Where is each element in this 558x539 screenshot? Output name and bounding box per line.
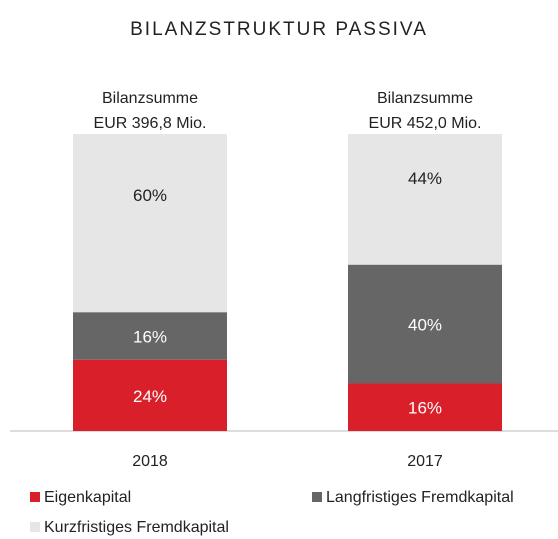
bar-segment xyxy=(348,264,502,384)
annotation: EUR 396,8 Mio. xyxy=(94,115,207,132)
data-label: 40% xyxy=(408,316,442,335)
annotation: Bilanzsumme xyxy=(102,90,198,107)
legend-label: Langfristiges Fremdkapital xyxy=(326,489,514,506)
bar-segment xyxy=(73,134,227,313)
data-label: 16% xyxy=(133,327,167,346)
x-tick-label: 2018 xyxy=(132,453,168,470)
data-label: 16% xyxy=(408,399,442,418)
annotation: Bilanzsumme xyxy=(377,90,473,107)
legend-swatch xyxy=(30,522,40,532)
data-label: 44% xyxy=(408,169,442,188)
legend-label: Eigenkapital xyxy=(44,489,131,506)
x-tick-label: 2017 xyxy=(407,453,443,470)
legend-swatch xyxy=(30,492,40,502)
bar-segment xyxy=(348,383,502,431)
bar-segment xyxy=(348,134,502,265)
data-label: 60% xyxy=(133,186,167,205)
legend-label: Kurzfristiges Fremdkapital xyxy=(44,519,229,536)
bar-segment xyxy=(73,312,227,360)
bar-segment xyxy=(73,359,227,431)
legend-swatch xyxy=(312,492,322,502)
data-label: 24% xyxy=(133,387,167,406)
annotation: EUR 452,0 Mio. xyxy=(369,115,482,132)
chart-title: BILANZSTRUKTUR PASSIVA xyxy=(130,19,428,40)
